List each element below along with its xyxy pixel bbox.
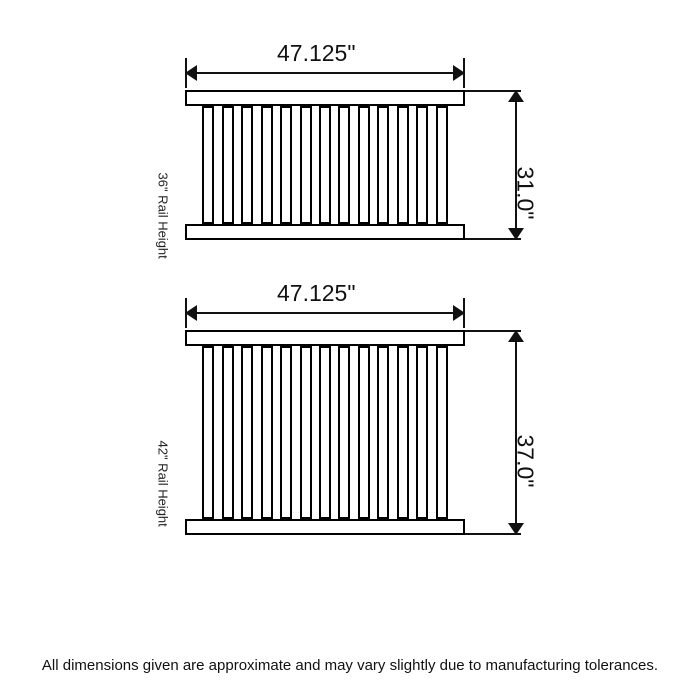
baluster [397, 106, 409, 224]
dimension-arrow [185, 305, 197, 321]
dimension-line [185, 72, 465, 74]
baluster [280, 106, 292, 224]
baluster [202, 346, 214, 519]
baluster [338, 106, 350, 224]
width-dimension-label: 47.125" [277, 40, 356, 67]
baluster [319, 346, 331, 519]
rail-height-label: 36" Rail Height [156, 173, 171, 259]
baluster [436, 106, 448, 224]
baluster [358, 346, 370, 519]
height-dimension-label: 31.0" [512, 167, 539, 220]
dimension-arrow [453, 305, 465, 321]
rail-height-label: 42" Rail Height [156, 440, 171, 526]
height-dimension-label: 37.0" [512, 434, 539, 487]
bottom-rail [185, 519, 465, 535]
baluster [436, 346, 448, 519]
baluster [338, 346, 350, 519]
dimension-arrow [508, 90, 524, 102]
baluster [377, 106, 389, 224]
baluster [261, 346, 273, 519]
top-rail [185, 90, 465, 106]
rail-panel [195, 90, 455, 240]
dimension-line [185, 312, 465, 314]
baluster [300, 346, 312, 519]
dimension-drawing: { "colors":{"stroke":"#000000","text":"#… [0, 0, 700, 700]
baluster [416, 346, 428, 519]
baluster [377, 346, 389, 519]
dimension-arrow [453, 65, 465, 81]
width-dimension-label: 47.125" [277, 280, 356, 307]
baluster [261, 106, 273, 224]
top-rail [185, 330, 465, 346]
baluster [358, 106, 370, 224]
baluster [300, 106, 312, 224]
baluster [222, 106, 234, 224]
rail-panel [195, 330, 455, 535]
footnote-text: All dimensions given are approximate and… [0, 657, 700, 674]
baluster [241, 106, 253, 224]
baluster [280, 346, 292, 519]
dimension-arrow [185, 65, 197, 81]
baluster [241, 346, 253, 519]
dimension-line [515, 330, 517, 535]
baluster [202, 106, 214, 224]
baluster [319, 106, 331, 224]
baluster [416, 106, 428, 224]
dimension-arrow [508, 523, 524, 535]
dimension-arrow [508, 330, 524, 342]
baluster [397, 346, 409, 519]
dimension-arrow [508, 228, 524, 240]
bottom-rail [185, 224, 465, 240]
baluster [222, 346, 234, 519]
